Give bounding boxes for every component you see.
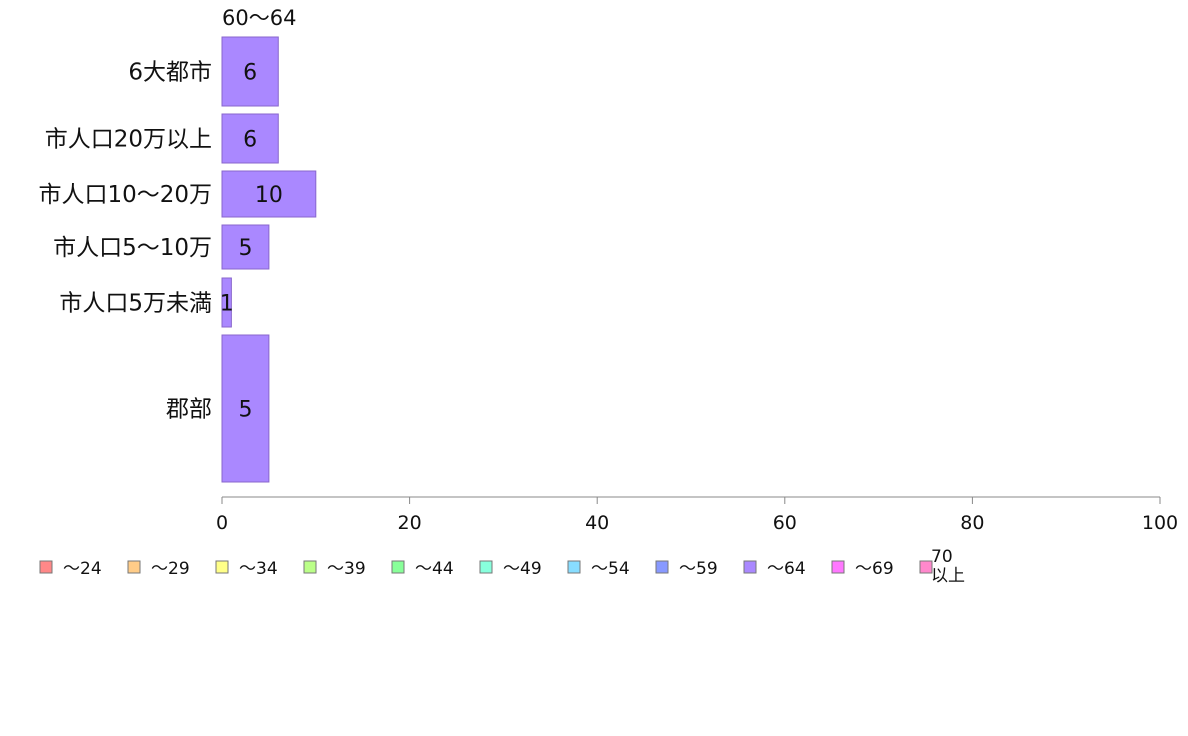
bar-row: 市人口5〜10万 5 — [53, 224, 270, 270]
legend-label: 〜64 — [767, 559, 806, 579]
legend-item: 〜44 — [391, 559, 454, 579]
legend-item: 〜34 — [215, 559, 278, 579]
legend-item: 〜54 — [567, 559, 630, 579]
bar-value-label: 6 — [243, 61, 257, 86]
category-label: 市人口20万以上 — [45, 127, 212, 153]
legend-label: 〜54 — [591, 559, 630, 579]
legend-item: 70 以上 — [919, 547, 965, 586]
bar-row: 郡部 5 — [166, 334, 270, 483]
bar-row: 市人口20万以上 6 — [45, 113, 279, 164]
bar — [221, 113, 279, 164]
x-tick-label: 60 — [773, 512, 797, 534]
legend-swatch — [479, 560, 493, 574]
legend-item: 〜39 — [303, 559, 366, 579]
bar — [221, 170, 317, 218]
legend-label: 〜69 — [855, 559, 894, 579]
legend-swatch — [127, 560, 141, 574]
category-label: 6大都市 — [128, 60, 212, 86]
category-label: 市人口10〜20万 — [38, 182, 212, 208]
x-tick-label: 100 — [1142, 512, 1178, 534]
legend-swatch — [39, 560, 53, 574]
legend-item: 〜29 — [127, 559, 190, 579]
bar — [221, 277, 232, 328]
bar-row: 市人口10〜20万 10 — [38, 170, 317, 218]
bar — [221, 36, 279, 107]
bar-row: 市人口5万未満 1 — [59, 277, 234, 328]
legend-item: 〜24 — [39, 559, 102, 579]
legend-swatch — [567, 560, 581, 574]
legend-item: 〜49 — [479, 559, 542, 579]
x-tick-label: 40 — [585, 512, 609, 534]
category-label: 市人口5万未満 — [59, 291, 212, 317]
legend-label: 〜44 — [415, 559, 454, 579]
bar-value-label: 5 — [238, 398, 252, 423]
x-tick-label: 0 — [216, 512, 228, 534]
legend-label: 〜29 — [151, 559, 190, 579]
x-tick-label: 20 — [398, 512, 422, 534]
legend-swatch — [743, 560, 757, 574]
legend-item: 〜59 — [655, 559, 718, 579]
bar-value-label: 1 — [220, 292, 234, 317]
bar-value-label: 6 — [243, 128, 257, 153]
legend-swatch — [831, 560, 845, 574]
legend-item: 〜64 — [743, 559, 806, 579]
legend-label: 〜39 — [327, 559, 366, 579]
x-tick-label: 80 — [960, 512, 984, 534]
legend-label: 〜24 — [63, 559, 102, 579]
legend-swatch — [303, 560, 317, 574]
bar — [221, 334, 270, 483]
legend-swatch — [919, 560, 933, 574]
legend-label: 〜49 — [503, 559, 542, 579]
category-label: 市人口5〜10万 — [53, 235, 212, 261]
bar-row: 6大都市 6 — [128, 36, 279, 107]
legend-label: 〜34 — [239, 559, 278, 579]
legend-item: 〜69 — [831, 559, 894, 579]
legend-swatch — [215, 560, 229, 574]
legend-label: 70 以上 — [931, 547, 965, 586]
chart-title: 60〜64 — [222, 6, 296, 30]
bar-value-label: 5 — [238, 236, 252, 261]
category-label: 郡部 — [166, 397, 212, 423]
bar-value-label: 10 — [255, 183, 283, 208]
legend-swatch — [655, 560, 669, 574]
legend-label: 〜59 — [679, 559, 718, 579]
bar — [221, 224, 270, 270]
legend-swatch — [391, 560, 405, 574]
